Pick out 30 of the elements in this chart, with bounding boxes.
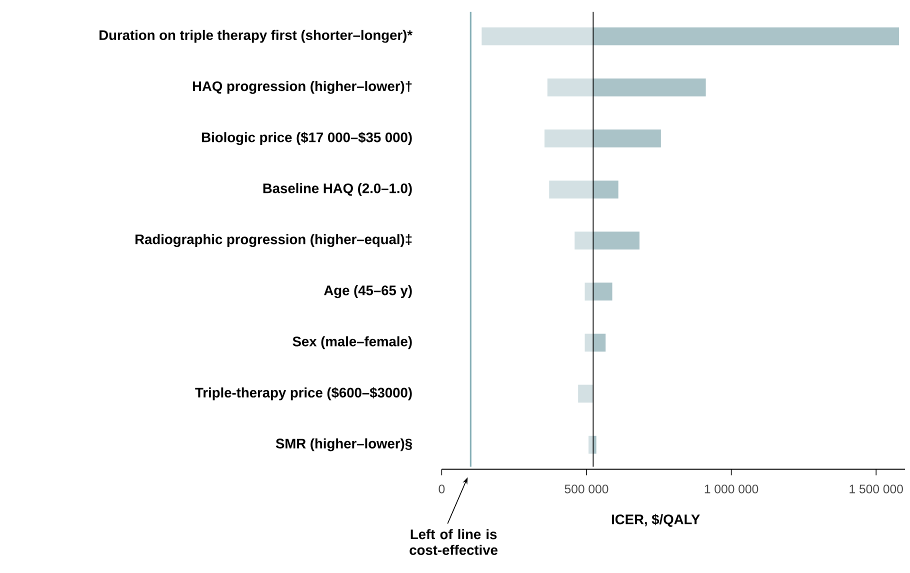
- bar: [544, 130, 594, 148]
- x-tick-label: 0: [438, 484, 445, 494]
- bar: [574, 232, 594, 250]
- y-tick-label: Triple-therapy price ($600–$3000): [195, 387, 412, 400]
- y-tick-label: SMR (higher–lower)§: [276, 438, 412, 452]
- bar: [593, 282, 612, 301]
- y-tick-label: HAQ progression (higher–lower)†: [192, 80, 412, 94]
- bar: [593, 180, 618, 198]
- y-tick-label: Duration on triple therapy first (shorter–longer)*: [100, 30, 413, 43]
- x-tick-label: 1 000 000: [704, 484, 758, 494]
- bar: [578, 384, 594, 403]
- bar: [482, 27, 594, 46]
- bar: [549, 180, 594, 198]
- x-tick-label: 500 000: [564, 484, 608, 494]
- bar: [584, 334, 594, 352]
- bar: [584, 282, 594, 301]
- bar: [593, 78, 706, 96]
- y-tick-label: Radiographic progression (higher–equal)‡: [136, 234, 412, 248]
- x-tick-label: 1 500 000: [850, 484, 903, 494]
- y-tick-label: Age (45–65 y): [324, 285, 412, 298]
- y-tick-label: Baseline HAQ (2.0–1.0): [263, 183, 412, 196]
- bar: [593, 130, 661, 148]
- bar: [547, 78, 594, 96]
- bar: [593, 334, 606, 352]
- y-tick-label: Biologic price ($17 000–$35 000): [202, 132, 412, 146]
- x-axis-title: ICER, $/QALY: [612, 514, 700, 527]
- text: Left of line is cost-effective: [410, 529, 498, 555]
- bar: [593, 232, 640, 250]
- bar: [593, 27, 899, 46]
- y-tick-label: Sex (male–female): [292, 336, 412, 350]
